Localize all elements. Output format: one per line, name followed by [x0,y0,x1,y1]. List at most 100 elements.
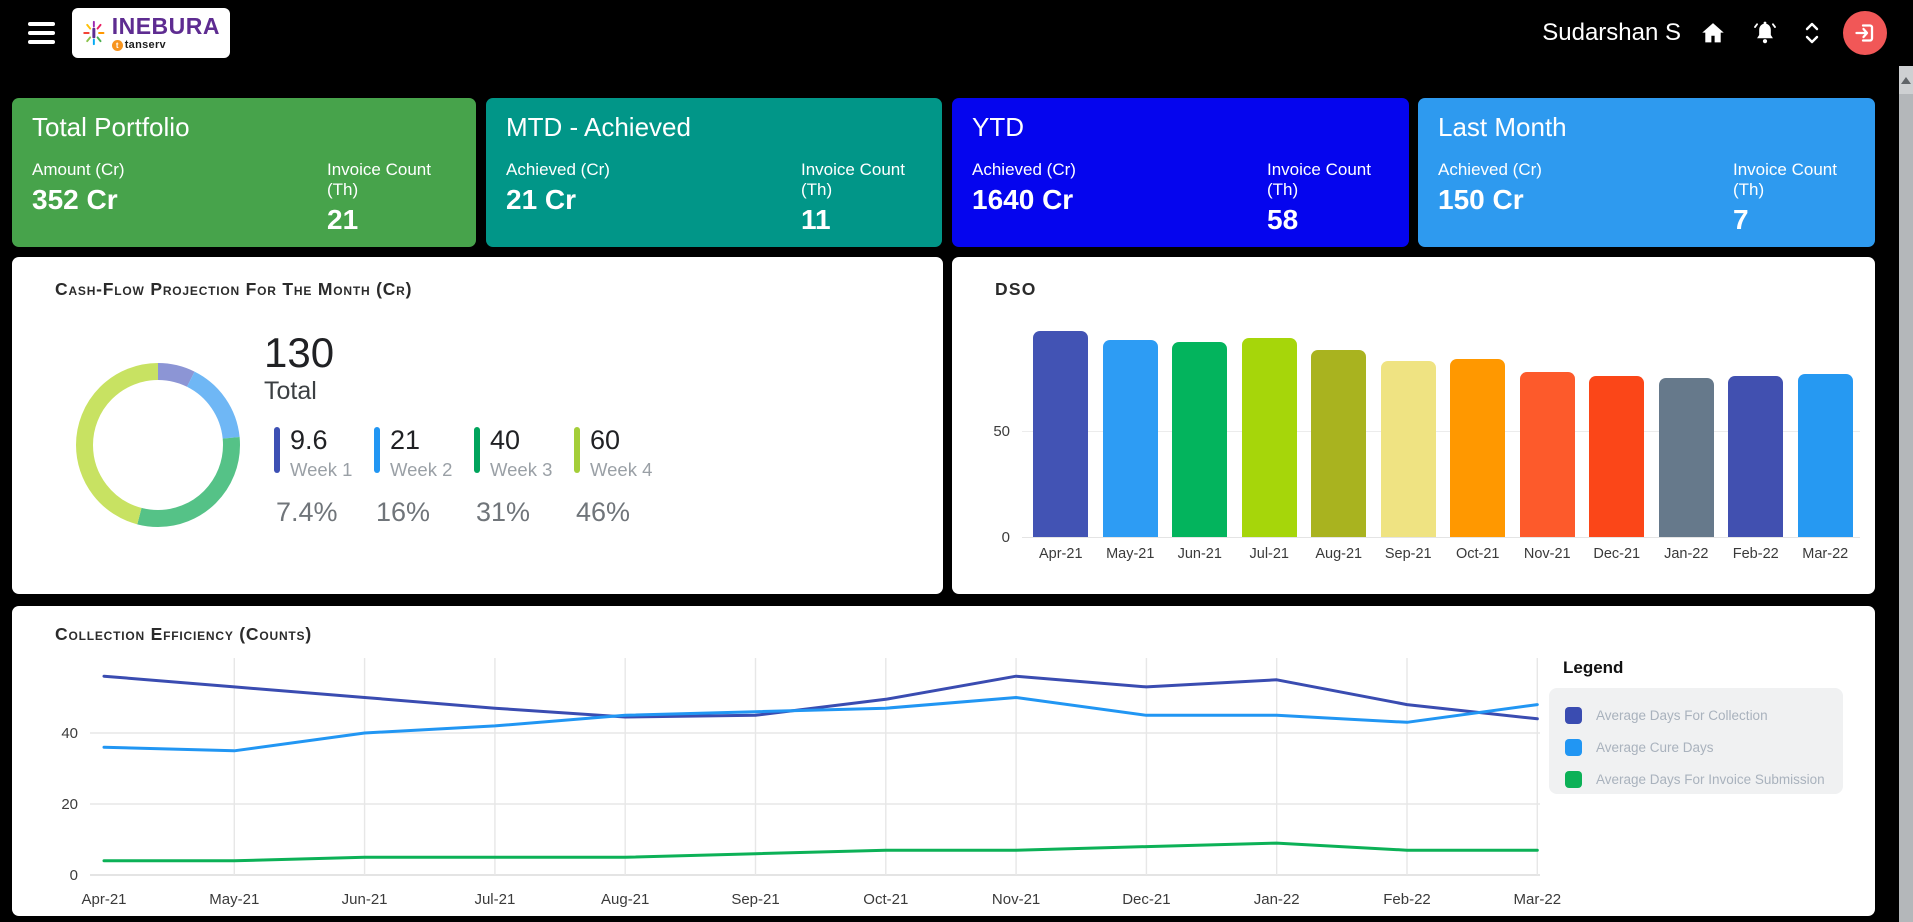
scrollbar-up-button[interactable] [1899,66,1913,94]
dso-x-label: Dec-21 [1593,546,1641,562]
kpi-title: Total Portfolio [32,112,190,142]
dso-x-label: Mar-22 [1802,546,1849,562]
week-stat-1: 9.6 Week 1 7.4% [274,427,374,528]
kpi-metric-label: Achieved (Cr) [506,160,610,179]
collection-x-label: Jun-21 [342,891,388,908]
week-value: 9.6 [290,425,328,455]
unfold-more-icon[interactable] [1803,21,1821,45]
legend-item-label: Average Cure Days [1596,739,1714,755]
collection-x-label: Oct-21 [863,891,908,908]
collection-x-label: Nov-21 [992,891,1040,908]
dso-bar-Dec-21[interactable] [1589,376,1645,537]
dso-x-label: Jan-22 [1664,546,1709,562]
tanserv-icon: t [111,40,123,51]
brand-logo[interactable]: INEBURA t tanserv [72,8,230,58]
legend-item-average-days-for-invoice-submission[interactable]: Average Days For Invoice Submission [1565,763,1827,795]
dso-gridline-0 [1022,537,1860,538]
collection-x-label: Apr-21 [81,891,126,908]
kpi-card-last-month: Last Month Achieved (Cr) 150 Cr Invoice … [1418,98,1875,247]
user-name: Sudarshan S [1542,19,1681,46]
kpi-title: YTD [972,112,1024,142]
dso-bar-Jan-22[interactable] [1658,378,1714,537]
kpi-metric: Amount (Cr) 352 Cr [32,160,456,216]
dso-x-label: Aug-21 [1315,546,1363,562]
donut-segment-week-4[interactable] [76,363,240,527]
legend-swatch [1565,738,1582,756]
kpi-metric-value: 150 Cr [1438,184,1524,215]
logout-button[interactable] [1843,11,1887,55]
kpi-metric-label: Invoice Count (Th) [327,160,431,199]
collection-x-label: Sep-21 [731,891,779,908]
dso-bar-Apr-21[interactable] [1033,331,1089,537]
dso-gridline-50 [1022,431,1860,432]
dso-bar-Mar-22[interactable] [1797,374,1853,537]
dso-y-tick-50: 50 [993,423,1010,440]
dso-bar-Jun-21[interactable] [1172,342,1228,537]
kpi-metric-value: 1640 Cr [972,184,1074,215]
week-value: 21 [390,425,421,455]
cashflow-projection-panel: Cash-Flow Projection For The Month (Cr) … [12,257,943,594]
logout-icon [1855,24,1874,42]
week-marker-bar [574,427,580,473]
dso-x-label: Jul-21 [1249,546,1290,562]
kpi-metric-value: 7 [1733,204,1749,235]
week-stat-2: 21 Week 2 16% [374,427,474,528]
week-percentage: 46% [576,497,631,527]
week-label: Week 4 [590,459,653,480]
dso-x-axis-labels: Apr-21 May-21 Jun-21 Jul-21 Aug-21 Sep-21 Oct-… [1026,546,1860,562]
dso-bar-chart [1026,317,1860,537]
collection-x-label: Jan-22 [1254,891,1300,908]
kpi-metric-value: 21 [327,204,359,235]
dso-bar-May-21[interactable] [1102,340,1158,537]
week-percentage: 7.4% [276,497,338,527]
week-marker-bar [274,427,280,473]
donut-total-value: 130 [264,329,335,376]
dso-bar-Jul-21[interactable] [1241,338,1297,537]
dso-bar-Oct-21[interactable] [1450,359,1506,537]
dso-x-label: Jun-21 [1177,546,1222,562]
legend-item-average-cure-days[interactable]: Average Cure Days [1565,731,1827,763]
week-label: Week 1 [290,459,353,480]
cashflow-panel-title: Cash-Flow Projection For The Month (Cr) [55,279,413,299]
donut-segment-week-3[interactable] [76,363,240,527]
dso-bar-Nov-21[interactable] [1519,372,1575,537]
flower-logo-icon [83,20,105,46]
home-icon[interactable] [1699,19,1727,47]
kpi-card-ytd: YTD Achieved (Cr) 1640 Cr Invoice Count … [952,98,1409,247]
kpi-metric-label: Amount (Cr) [32,160,125,179]
kpi-metric-value: 21 Cr [506,184,577,215]
dso-bar-Feb-22[interactable] [1728,376,1784,537]
kpi-metric-label: Achieved (Cr) [972,160,1076,179]
legend-swatch [1565,770,1582,788]
legend-title: Legend [1563,658,1624,677]
page-scrollbar[interactable] [1899,66,1913,922]
dso-x-label: May-21 [1106,546,1155,562]
top-nav-bar: INEBURA t tanserv Sudarshan S [0,0,1913,66]
menu-icon[interactable] [28,22,55,44]
collection-y-tick: 40 [61,725,78,742]
week-percentage: 16% [376,497,431,527]
kpi-title: Last Month [1438,112,1567,142]
dso-x-label: Nov-21 [1523,546,1571,562]
line-series-average-days-for-collection[interactable] [102,674,1539,721]
kpi-metric: Achieved (Cr) 1640 Cr [972,160,1389,216]
line-series-average-days-for-invoice-submission[interactable] [102,841,1539,863]
scroll-up-arrow-icon [1901,76,1911,84]
dso-bar-Sep-21[interactable] [1380,361,1436,537]
dso-y-tick-0: 0 [1001,529,1010,546]
notifications-icon[interactable] [1751,19,1779,47]
week-value: 60 [590,425,621,455]
legend-item-average-days-for-collection[interactable]: Average Days For Collection [1565,699,1827,731]
dso-x-label: Apr-21 [1038,546,1083,562]
kpi-metric: Invoice Count (Th) 11 [801,160,922,236]
collection-x-label: Dec-21 [1122,891,1170,908]
line-series-average-cure-days[interactable] [102,696,1539,753]
week-label: Week 2 [390,459,453,480]
week-value: 40 [490,425,521,455]
dso-bar-Aug-21[interactable] [1311,350,1367,537]
legend-item-label: Average Days For Invoice Submission [1596,771,1825,787]
collection-y-tick: 0 [70,867,78,884]
kpi-metric-value: 11 [801,204,831,235]
dso-x-label: Sep-21 [1384,546,1432,562]
